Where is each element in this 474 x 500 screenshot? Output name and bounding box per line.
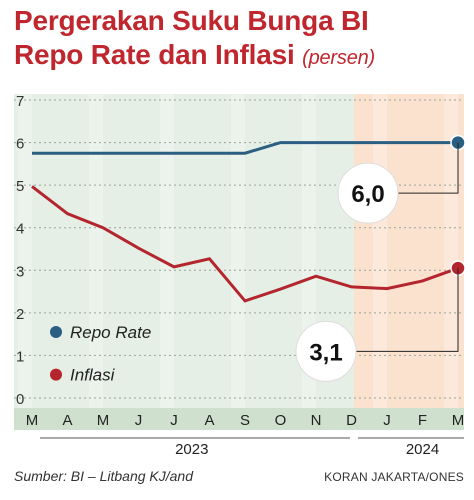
legend-marker-repo-rate (50, 326, 62, 339)
x-tick-label: M (26, 412, 39, 429)
x-tick-label: J (135, 412, 143, 429)
x-tick-label: J (383, 412, 391, 429)
source-note: Sumber: BI – Litbang KJ/and (14, 468, 193, 484)
x-tick-label: S (240, 412, 250, 429)
legend-marker-inflasi (50, 368, 62, 381)
year-label: 2024 (406, 441, 439, 458)
x-tick-label: O (275, 412, 287, 429)
bg-stripe (231, 94, 245, 424)
y-tick-label: 6 (16, 136, 24, 153)
legend-label-inflasi: Inflasi (70, 366, 116, 385)
y-tick-label: 4 (16, 221, 24, 238)
bg-stripe (18, 94, 32, 424)
x-tick-label: A (204, 412, 214, 429)
x-tick-label: M (97, 412, 110, 429)
legend-label-repo-rate: Repo Rate (70, 323, 151, 342)
callout-value-repo: 6,0 (351, 181, 384, 208)
callout-leader-inflasi (346, 268, 459, 352)
x-tick-label: A (62, 412, 72, 429)
year-label: 2023 (175, 441, 208, 458)
bg-stripe (444, 94, 458, 424)
title-line-2-text: Repo Rate dan Inflasi (14, 39, 295, 70)
callout-leader-repo (388, 142, 459, 194)
y-tick-label: 3 (16, 263, 24, 280)
title-line-2: Repo Rate dan Inflasi (persen) (14, 38, 375, 75)
title-line-1: Pergerakan Suku Bunga BI (14, 5, 369, 36)
y-tick-label: 7 (16, 93, 24, 110)
plot-bg-2024 (354, 94, 464, 424)
callout-value-inflasi: 3,1 (309, 339, 342, 366)
plot-bg-2023 (14, 94, 354, 424)
x-tick-label: D (346, 412, 357, 429)
bg-stripe (160, 94, 174, 424)
x-tick-label: M (452, 412, 465, 429)
series-line-repo-rate (32, 141, 458, 155)
callout-circle-inflasi (295, 320, 357, 382)
x-tick-label: J (170, 412, 178, 429)
credit-note: KORAN JAKARTA/ONES (324, 470, 464, 484)
y-tick-label: 5 (16, 178, 24, 195)
y-tick-label: 0 (16, 391, 24, 408)
title-unit: (persen) (302, 47, 375, 69)
y-tick-label: 2 (16, 306, 24, 323)
line-chart: 0 1 2 3 4 5 6 7 M A M J J A S O N D J F M 2023 2024 6,0 3,1 Repo … (14, 93, 466, 458)
chart-title: Pergerakan Suku Bunga BI Repo Rate dan I… (14, 4, 375, 75)
callout-circle-repo (337, 162, 399, 224)
bg-stripe (89, 94, 103, 424)
x-tick-label: N (311, 412, 322, 429)
series-line-inflasi (31, 185, 459, 303)
y-tick-label: 1 (16, 348, 24, 365)
x-axis-band (14, 408, 464, 430)
x-tick-label: F (418, 412, 427, 429)
